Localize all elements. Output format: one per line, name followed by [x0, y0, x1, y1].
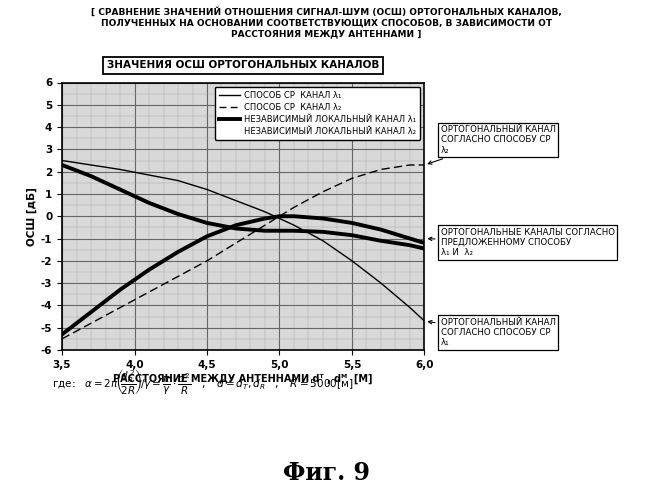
Text: ОРТОГОНАЛЬНЫЙ КАНАЛ
СОГЛАСНО СПОСОБУ СР
λ₁: ОРТОГОНАЛЬНЫЙ КАНАЛ СОГЛАСНО СПОСОБУ СР …	[428, 318, 556, 348]
Text: Фиг. 9: Фиг. 9	[283, 460, 370, 484]
X-axis label: РАССТОЯНИЕ МЕЖДУ АНТЕННАМИ dᵀ , dᴹ  [М]: РАССТОЯНИЕ МЕЖДУ АНТЕННАМИ dᵀ , dᴹ [М]	[114, 374, 373, 384]
Text: [ СРАВНЕНИЕ ЗНАЧЕНИЙ ОТНОШЕНИЯ СИГНАЛ-ШУМ (ОСШ) ОРТОГОНАЛЬНЫХ КАНАЛОВ,
ПОЛУЧЕННЫ: [ СРАВНЕНИЕ ЗНАЧЕНИЙ ОТНОШЕНИЯ СИГНАЛ-ШУ…	[91, 8, 562, 38]
Text: где:   $\alpha=2\pi\!\left(\!\dfrac{d_R^{\,2}}{2R}\!\right)\!/\gamma=\dfrac{\pi}: где: $\alpha=2\pi\!\left(\!\dfrac{d_R^{\…	[52, 368, 354, 396]
Text: ЗНАЧЕНИЯ ОСШ ОРТОГОНАЛЬНЫХ КАНАЛОВ: ЗНАЧЕНИЯ ОСШ ОРТОГОНАЛЬНЫХ КАНАЛОВ	[107, 60, 379, 70]
Y-axis label: ОСШ [дБ]: ОСШ [дБ]	[26, 187, 37, 246]
Text: ОРТОГОНАЛЬНЫЙ КАНАЛ
СОГЛАСНО СПОСОБУ СР
λ₂: ОРТОГОНАЛЬНЫЙ КАНАЛ СОГЛАСНО СПОСОБУ СР …	[428, 125, 556, 164]
Legend: СПОСОБ СР  КАНАЛ λ₁, СПОСОБ СР  КАНАЛ λ₂, НЕЗАВИСИМЫЙ ЛОКАЛЬНЫЙ КАНАЛ λ₁, НЕЗАВИ: СПОСОБ СР КАНАЛ λ₁, СПОСОБ СР КАНАЛ λ₂, …	[215, 86, 421, 140]
Text: ОРТОГОНАЛЬНЫЕ КАНАЛЫ СОГЛАСНО
ПРЕДЛОЖЕННОМУ СПОСОБУ
λ₁ И  λ₂: ОРТОГОНАЛЬНЫЕ КАНАЛЫ СОГЛАСНО ПРЕДЛОЖЕНН…	[428, 228, 614, 258]
